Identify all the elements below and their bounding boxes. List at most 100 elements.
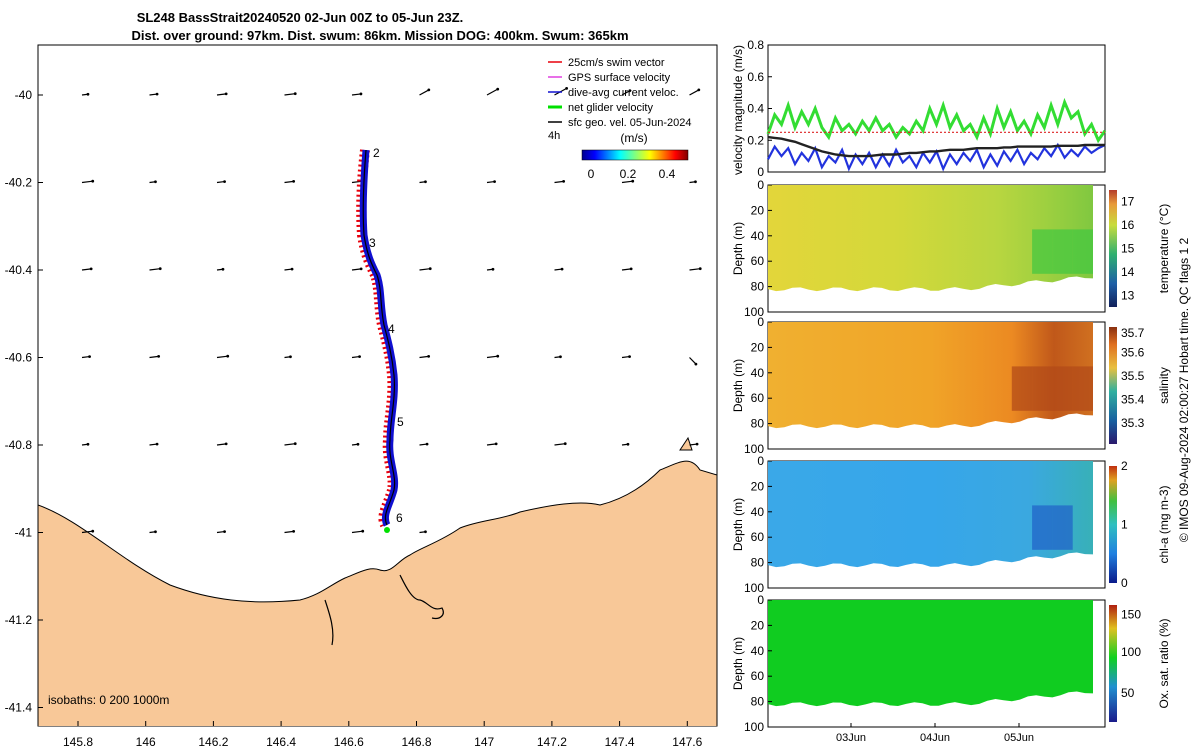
geo-vector-head <box>361 529 365 533</box>
geo-vector-head <box>359 92 363 96</box>
depth-tick-label: 100 <box>744 305 764 319</box>
geo-vector-arrow <box>284 530 294 534</box>
glider-track: 2 3 4 5 6 <box>356 146 404 533</box>
depth-ylabel: Depth (m) <box>731 498 745 551</box>
colorbar-title: (m/s) <box>620 131 647 145</box>
geo-vector-head <box>425 442 429 446</box>
depth-panel-0: 0 20 40 60 80 100 Depth (m) 13 14 15 16 17 temperatu… <box>731 178 1171 319</box>
geo-vector-arrow <box>419 355 429 359</box>
depth-tick-label: 0 <box>757 178 764 192</box>
velocity-tick-label: 0 <box>757 165 764 179</box>
lat-tick-label: -40.4 <box>5 263 33 277</box>
geo-vector-head <box>629 267 633 271</box>
map-lat-ticks: -40 -40.2 -40.4 -40.6 -40.8 -41 -41.2 -41.4 <box>5 88 43 715</box>
isobaths-label: isobaths: 0 200 1000m <box>48 693 169 707</box>
geo-vector-head <box>493 180 496 183</box>
colorbar-tick-label: 1 <box>1121 518 1128 532</box>
colorbar-label: temperature (°C) <box>1157 204 1171 294</box>
geo-vector-arrow <box>351 530 363 534</box>
colorbar-label: salinity <box>1157 367 1171 404</box>
river-west <box>324 599 334 646</box>
colorbar-tick-label: 35.7 <box>1121 326 1145 340</box>
day-marker-6: 6 <box>396 511 403 525</box>
island-east <box>679 436 693 451</box>
geo-vector-head <box>88 355 91 358</box>
section-anomaly <box>1032 505 1053 550</box>
geo-vector-head <box>631 179 635 183</box>
geo-vector-arrow <box>419 89 430 96</box>
lat-tick-label: -41.4 <box>5 701 33 715</box>
geo-vector-head <box>694 180 697 184</box>
colorbar-tick-label: 100 <box>1121 645 1141 659</box>
section-anomaly <box>1052 229 1073 274</box>
depth-tick-label: 60 <box>751 530 765 544</box>
geo-vector-head <box>290 267 294 271</box>
depth-tick-label: 80 <box>751 556 765 570</box>
depth-field <box>768 461 1093 568</box>
day-marker-3: 3 <box>369 236 376 250</box>
depth-panel-2: 0 20 40 60 80 100 Depth (m) 0 1 2 chl-a (mg m-3) <box>731 454 1171 595</box>
depth-tick-label: 0 <box>757 593 764 607</box>
legend-label-current: dive-avg current veloc. <box>568 87 679 99</box>
lat-tick-label: -41.2 <box>5 613 33 627</box>
depth-ylabel: Depth (m) <box>731 222 745 275</box>
geo-vector-head <box>155 92 159 96</box>
lat-tick-label: -40 <box>15 88 33 102</box>
geo-vector-head <box>562 179 566 183</box>
geo-vector-head <box>292 179 296 183</box>
depth-tick-label: 20 <box>751 479 765 493</box>
depth-panel-1: 0 20 40 60 80 100 Depth (m) 35.3 35.4 35.5 35.6 35.… <box>731 315 1171 456</box>
legend-label-gps: GPS surface velocity <box>568 72 671 84</box>
day-marker-4: 4 <box>388 322 395 336</box>
section-anomaly <box>1072 229 1093 274</box>
tamar-estuary <box>399 574 444 620</box>
geo-vector-head <box>86 92 90 96</box>
depth-field <box>768 185 1093 292</box>
depth-tick-label: 40 <box>751 505 765 519</box>
geo-vector-head <box>155 442 159 446</box>
colorbar-tick-label: 13 <box>1121 288 1135 302</box>
depth-field <box>768 322 1093 429</box>
day-marker-5: 5 <box>397 415 404 429</box>
copyright-note: © IMOS 09-Aug-2024 02:00:27 Hobart time.… <box>1177 238 1191 543</box>
geo-vector-arrow <box>284 180 294 184</box>
geo-vector-arrow <box>216 355 228 359</box>
figure-title-line2: Dist. over ground: 97km. Dist. swum: 86k… <box>131 28 628 43</box>
geo-vector-arrow <box>351 93 362 96</box>
depth-tick-label: 40 <box>751 229 765 243</box>
depth-tick-label: 0 <box>757 454 764 468</box>
colorbar-tick-label: 2 <box>1121 459 1128 473</box>
lat-tick-label: -40.8 <box>5 438 33 452</box>
geo-vector-head <box>154 180 157 184</box>
depth-ylabel: Depth (m) <box>731 637 745 690</box>
geo-vector-arrow <box>149 268 161 271</box>
colorbar-label: Ox. sat. ratio (%) <box>1157 618 1171 708</box>
depth-tick-label: 60 <box>751 669 765 683</box>
depth-colorbar <box>1109 605 1117 722</box>
depth-tick-label: 40 <box>751 366 765 380</box>
geo-vector-head <box>89 267 93 271</box>
velocity-series <box>766 97 1107 172</box>
lon-tick-label: 146.6 <box>334 735 364 749</box>
geo-vector-head <box>356 442 360 446</box>
geo-vector-arrow <box>216 93 227 96</box>
geo-vector-arrow <box>689 89 700 96</box>
land-tasmania <box>38 460 717 726</box>
geo-vector-head <box>626 442 630 446</box>
lon-tick-label: 146.4 <box>266 735 296 749</box>
time-tick-label: 04Jun <box>920 732 950 744</box>
colorbar-tick-label: 16 <box>1121 218 1135 232</box>
depth-ylabel: Depth (m) <box>731 359 745 412</box>
depth-tick-label: 60 <box>751 391 765 405</box>
geo-vector-head <box>221 267 225 271</box>
lon-tick-label: 146 <box>136 735 156 749</box>
geo-vector-arrow <box>81 530 93 534</box>
colorbar-tick-label: 17 <box>1121 195 1135 209</box>
lon-tick-label: 146.2 <box>198 735 228 749</box>
geo-vector-head <box>628 355 631 358</box>
geo-vector-arrow <box>486 88 498 96</box>
velocity-tick-label: 0.2 <box>747 133 764 147</box>
depth-tick-label: 40 <box>751 644 765 658</box>
